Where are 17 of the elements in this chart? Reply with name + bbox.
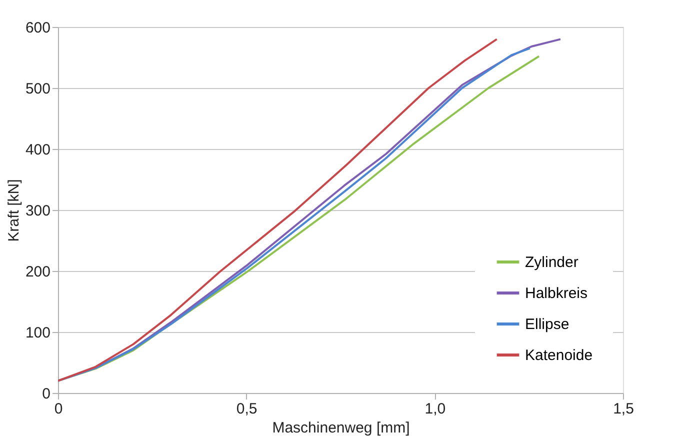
x-tick-label: 0 (54, 400, 63, 418)
x-tick-label: 1,0 (424, 400, 446, 418)
y-tick-label: 100 (25, 324, 50, 342)
y-tick-label: 300 (25, 202, 50, 220)
legend-label: Ellipse (525, 316, 570, 333)
legend-label: Zylinder (525, 254, 578, 271)
y-tick-label: 0 (42, 386, 50, 402)
x-axis-title: Maschinenweg [mm] (272, 420, 410, 436)
y-tick-label: 200 (25, 264, 50, 280)
y-axis-title: Kraft [kN] (5, 179, 22, 242)
x-tick-label: 0,5 (236, 400, 258, 418)
legend-label: Katenoide (525, 347, 593, 364)
y-tick-label: 600 (25, 20, 50, 36)
y-tick-label: 500 (25, 80, 50, 98)
x-tick-label: 1,5 (613, 400, 634, 418)
legend-label: Halbkreis (525, 285, 588, 302)
y-tick-label: 400 (25, 142, 50, 158)
